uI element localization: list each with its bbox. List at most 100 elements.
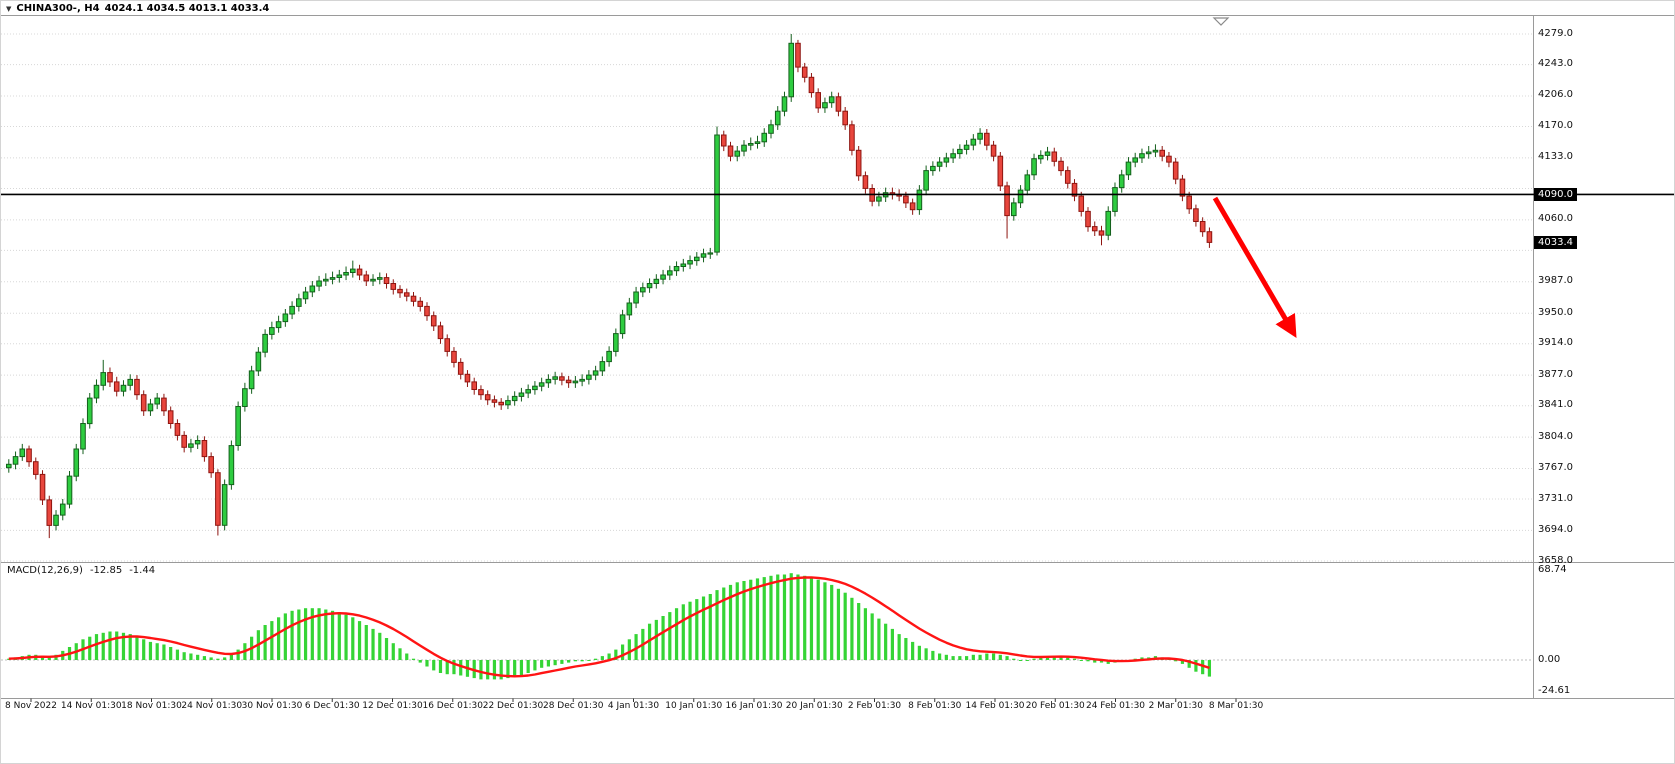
price-axis-label: 4279.0 [1538, 27, 1573, 39]
candle [1159, 149, 1165, 157]
candle [323, 278, 329, 282]
price-axis[interactable]: 4279.0 4243.0 4206.0 4170.0 4133.0 4060.0 3987… [1533, 1, 1674, 698]
candle [390, 283, 397, 290]
macd-main-value: -12.85 [89, 565, 123, 576]
candle [909, 202, 916, 211]
candle [430, 315, 437, 327]
candle [363, 274, 370, 282]
price-axis-label: 3877.0 [1538, 368, 1573, 380]
candle [1091, 226, 1098, 232]
time-axis-label: 16 Jan 01:30 [725, 701, 783, 711]
candle [1206, 231, 1213, 243]
candle [1125, 161, 1132, 176]
candle [592, 370, 599, 376]
candle [936, 161, 943, 167]
macd-axis-label: 68.74 [1538, 564, 1567, 576]
candle [842, 110, 848, 126]
candle [774, 110, 781, 126]
macd-indicator-label: MACD(12,26,9) [7, 565, 83, 576]
candle [242, 388, 248, 408]
candle [1037, 154, 1044, 160]
candle [835, 96, 842, 112]
candle [855, 149, 862, 177]
candle [73, 448, 80, 477]
candle [275, 321, 282, 329]
candle [464, 373, 471, 383]
candle [1031, 158, 1037, 176]
time-axis-label: 24 Nov 01:30 [181, 701, 243, 711]
candle [693, 256, 700, 262]
candle [559, 376, 565, 381]
candle [1199, 221, 1206, 233]
candle [370, 278, 376, 282]
candle [309, 285, 316, 293]
price-axis-label: 3804.0 [1538, 430, 1573, 442]
candle [336, 274, 343, 278]
candle [1145, 151, 1152, 155]
grid-layer [1, 33, 1533, 661]
candle [6, 463, 12, 469]
candle [417, 300, 424, 307]
candle [478, 389, 484, 396]
candle [1078, 195, 1085, 212]
candle [599, 361, 606, 372]
candle [12, 456, 19, 465]
price-axis-label: 3658.0 [1538, 554, 1573, 566]
candle [80, 423, 86, 450]
candle [1004, 185, 1010, 217]
candle [107, 372, 113, 383]
time-axis[interactable]: 8 Nov 2022 14 Nov 01:30 18 Nov 01:30 24 Nov… [1, 698, 1674, 718]
time-axis-label: 14 Feb 01:30 [965, 701, 1025, 711]
candle [1132, 157, 1139, 163]
time-axis-label: 2 Mar 01:30 [1148, 701, 1203, 711]
candle [1139, 153, 1145, 159]
candle [903, 195, 909, 204]
price-axis-label: 4206.0 [1538, 89, 1573, 101]
candle [552, 376, 558, 380]
candle [700, 253, 707, 258]
candle [781, 96, 788, 112]
candle [134, 378, 140, 396]
candle [1011, 202, 1017, 217]
candle [930, 165, 936, 172]
candle [1105, 210, 1112, 236]
candle [990, 144, 997, 157]
candle [673, 266, 680, 272]
candle [1017, 189, 1024, 204]
pane-borders [1, 15, 1674, 702]
time-axis-label: 20 Feb 01:30 [1025, 701, 1085, 711]
candle [1118, 174, 1125, 189]
time-axis-label: 8 Mar 01:30 [1208, 701, 1264, 711]
macd-signal-line [8, 576, 1210, 678]
candle [579, 378, 585, 382]
candle [215, 472, 221, 526]
candle [525, 389, 531, 394]
candle [720, 134, 727, 147]
candle [822, 102, 828, 109]
candle [646, 283, 653, 289]
chart-shift-marker-icon[interactable] [1212, 17, 1230, 26]
candle [572, 380, 579, 384]
candle [613, 333, 619, 352]
candle [518, 392, 525, 397]
candle [970, 138, 977, 146]
symbol-dropdown-icon[interactable]: ▼ [6, 4, 12, 13]
time-axis-label: 6 Dec 01:30 [304, 701, 360, 711]
candle [532, 385, 538, 391]
candle [1166, 155, 1172, 163]
candle [383, 277, 390, 285]
candle [32, 461, 39, 475]
candle [849, 124, 855, 151]
candle [795, 42, 801, 68]
trend-arrow-annotation[interactable] [1212, 196, 1297, 339]
candle [619, 314, 626, 335]
candle [53, 514, 59, 526]
candle [505, 400, 511, 406]
candle [154, 397, 160, 405]
time-axis-label: 8 Feb 01:30 [908, 701, 962, 711]
candle [511, 395, 518, 402]
time-axis-label: 14 Nov 01:30 [60, 701, 122, 711]
candles-layer [6, 34, 1213, 539]
candle [161, 397, 167, 412]
